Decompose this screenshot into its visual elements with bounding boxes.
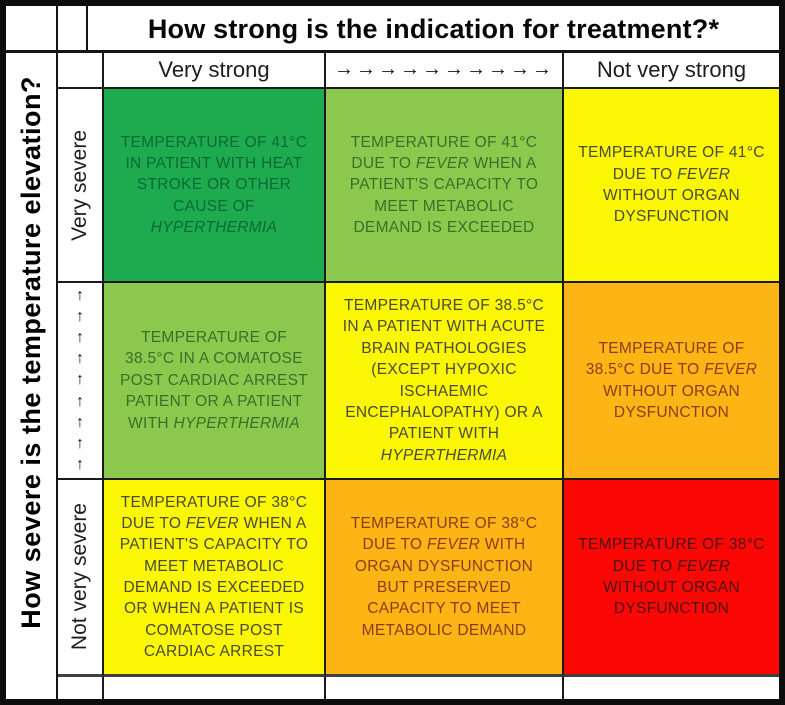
title-divider-line <box>6 50 779 53</box>
header-corner-empty-cell <box>58 52 104 89</box>
bottom-empty-cell <box>326 676 564 699</box>
matrix-cell-r2c2: TEMPERATURE OF 38.5°C IN A PATIENT WITH … <box>326 283 564 480</box>
row-header-very-severe-label: Very severe <box>68 129 91 241</box>
row-header-not-very-severe: Not very severe <box>58 480 104 676</box>
matrix-cell-r2c1: TEMPERATURE OF 38.5°C IN A COMATOSE POST… <box>104 283 326 480</box>
matrix-cell-r1c2: TEMPERATURE OF 41°C DUE TO FEVER WHEN A … <box>326 89 564 283</box>
y-axis-label-cell: How severe is the temperature elevation? <box>6 6 58 699</box>
column-header-not-very-strong: Not very strong <box>564 52 779 89</box>
matrix-cell-r1c1: TEMPERATURE OF 41°C IN PATIENT WITH HEAT… <box>104 89 326 283</box>
figure-title: How strong is the indication for treatme… <box>147 13 720 44</box>
row-header-very-severe: Very severe <box>58 89 104 283</box>
matrix-cell-r1c3: TEMPERATURE OF 41°C DUE TO FEVER WITHOUT… <box>564 89 779 283</box>
row-header-gradient: ↑ ↑ ↑ ↑ ↑ ↑ ↑ ↑ ↑ <box>58 283 104 480</box>
matrix-cell-r2c3: TEMPERATURE OF 38.5°C DUE TO FEVER WITHO… <box>564 283 779 480</box>
matrix-grid: How severe is the temperature elevation?… <box>6 6 779 699</box>
row-header-not-very-severe-label: Not very severe <box>68 503 91 651</box>
column-header-very-strong: Very strong <box>104 52 326 89</box>
y-axis-label: How severe is the temperature elevation? <box>15 76 46 629</box>
bottom-empty-cell <box>104 676 326 699</box>
column-header-very-strong-label: Very strong <box>158 56 270 82</box>
matrix-cell-r3c2: TEMPERATURE OF 38°C DUE TO FEVER WITH OR… <box>326 480 564 676</box>
column-header-gradient: →→→→→→→→→→ <box>326 52 564 89</box>
up-arrows-icon: ↑ ↑ ↑ ↑ ↑ ↑ ↑ ↑ ↑ <box>76 287 84 473</box>
bottom-empty-cell <box>58 676 104 699</box>
matrix-cell-r3c3: TEMPERATURE OF 38°C DUE TO FEVER WITHOUT… <box>564 480 779 676</box>
bottom-empty-cell <box>564 676 779 699</box>
right-arrows-icon: →→→→→→→→→→ <box>334 58 554 80</box>
column-header-not-very-strong-label: Not very strong <box>596 56 747 82</box>
figure-title-cell: How strong is the indication for treatme… <box>86 6 779 52</box>
matrix-cell-r3c1: TEMPERATURE OF 38°C DUE TO FEVER WHEN A … <box>104 480 326 676</box>
